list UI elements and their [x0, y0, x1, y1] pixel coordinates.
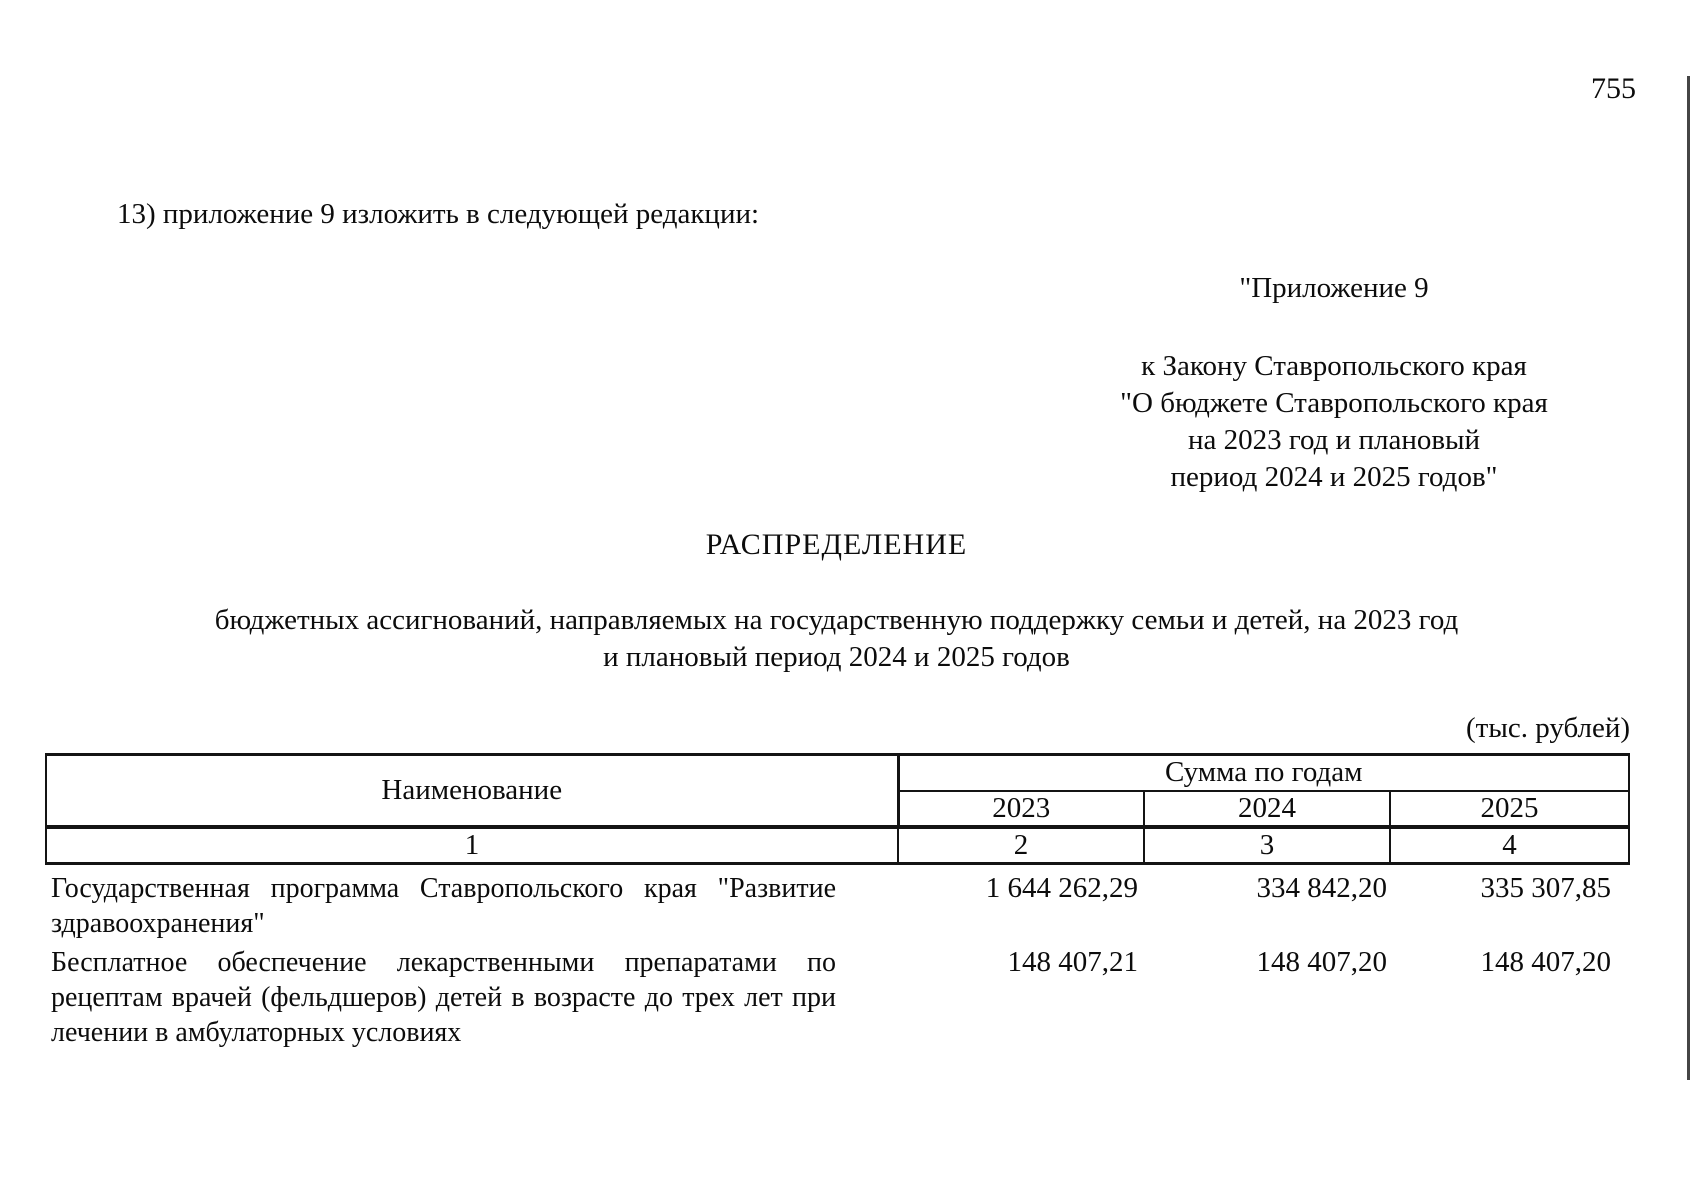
header-group-column: Сумма по годам	[896, 753, 1631, 792]
column-number: 4	[1388, 824, 1631, 865]
document-subtitle: бюджетных ассигнований, направляемых на …	[45, 602, 1628, 676]
row-value-2023: 1 644 262,29	[985, 872, 1138, 904]
page-number: 755	[1591, 72, 1636, 105]
table-row: Бесплатное обеспечение лекарственными пр…	[46, 941, 1629, 1050]
table-row: Государственная программа Ставропольског…	[46, 864, 1629, 942]
appendix-block: "Приложение 9 к Закону Ставропольского к…	[1032, 270, 1636, 496]
appendix-line: период 2024 и 2025 годов"	[1170, 461, 1498, 493]
column-number: 1	[45, 824, 899, 865]
appendix-line: к Закону Ставропольского края	[1141, 350, 1527, 382]
units-note: (тыс. рублей)	[1466, 712, 1630, 744]
appendix-line: на 2023 год и плановый	[1187, 424, 1481, 456]
column-number: 3	[1143, 824, 1391, 865]
document-title: РАСПРЕДЕЛЕНИЕ	[705, 528, 968, 561]
row-value-2023: 148 407,21	[1007, 946, 1139, 978]
budget-table: Наименование Сумма по годам 2023 2024 20…	[45, 753, 1631, 1050]
appendix-line: "О бюджете Ставропольского края	[1120, 387, 1548, 419]
row-value-2025: 335 307,85	[1480, 872, 1612, 904]
header-year-2025: 2025	[1388, 789, 1631, 829]
row-name: Государственная программа Ставропольског…	[51, 873, 836, 939]
row-value-2024: 148 407,20	[1256, 946, 1388, 978]
header-year-2024: 2024	[1143, 789, 1391, 829]
subtitle-line: бюджетных ассигнований, направляемых на …	[214, 604, 1459, 636]
header-name-column: Наименование	[45, 753, 900, 829]
subtitle-line: и плановый период 2024 и 2025 годов	[603, 641, 1070, 673]
row-value-2024: 334 842,20	[1256, 872, 1388, 904]
row-name: Бесплатное обеспечение лекарственными пр…	[51, 947, 836, 1048]
intro-paragraph: 13) приложение 9 изложить в следующей ре…	[117, 198, 760, 230]
column-number: 2	[897, 824, 1145, 865]
header-year-2023: 2023	[897, 789, 1145, 829]
appendix-title: "Приложение 9	[1239, 272, 1429, 304]
scan-edge-line	[1687, 76, 1690, 1080]
row-value-2025: 148 407,20	[1480, 946, 1612, 978]
budget-table-container: Наименование Сумма по годам 2023 2024 20…	[45, 753, 1631, 1050]
